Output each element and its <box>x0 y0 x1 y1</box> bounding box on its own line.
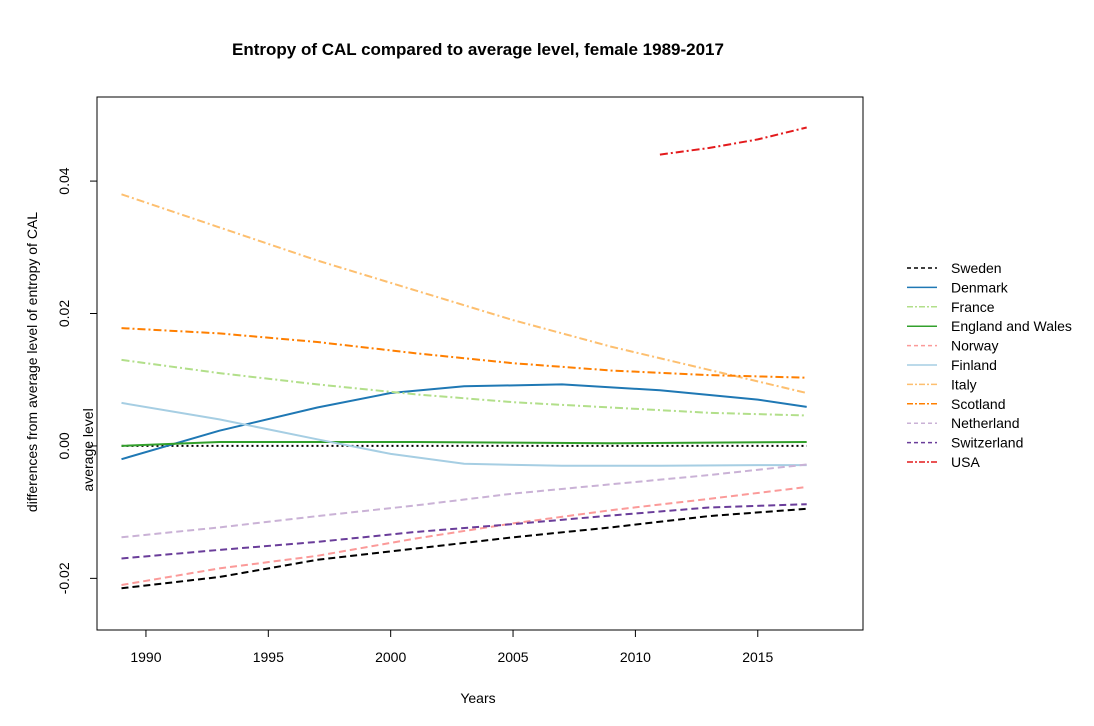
chart-title: Entropy of CAL compared to average level… <box>232 40 724 59</box>
legend-item: Norway <box>907 338 998 354</box>
y-axis-label: differences from average level of entrop… <box>24 212 40 512</box>
legend-item: England and Wales <box>907 318 1072 334</box>
x-axis: 1990 1995 2000 2005 2010 2015 <box>130 629 774 665</box>
series-lines <box>121 126 807 590</box>
legend-item: Scotland <box>907 396 1005 412</box>
legend-label: USA <box>951 454 980 470</box>
legend-item: France <box>907 299 995 315</box>
legend-item: Switzerland <box>907 435 1023 451</box>
legend-item: Italy <box>907 376 977 392</box>
y-tick-label: 0.04 <box>56 167 72 194</box>
y-tick-label: -0.02 <box>56 562 72 594</box>
series-line-norway <box>121 486 807 586</box>
series-line-england-and-wales <box>121 441 807 447</box>
legend-label: Denmark <box>951 279 1009 295</box>
x-tick-label: 2010 <box>620 649 651 665</box>
y-tick-label: 0.00 <box>56 432 72 459</box>
legend-label: Norway <box>951 338 998 354</box>
series-line-sweden <box>121 507 807 590</box>
series-line-scotland <box>121 327 807 379</box>
legend-item: Finland <box>907 357 997 373</box>
legend-label: Sweden <box>951 260 1002 276</box>
series-line-switzerland <box>121 503 807 560</box>
legend-item: Netherland <box>907 415 1020 431</box>
legend-label: Switzerland <box>951 435 1023 451</box>
legend-item: USA <box>907 454 980 470</box>
x-tick-label: 2015 <box>742 649 773 665</box>
legend-label: Netherland <box>951 415 1020 431</box>
series-line-denmark <box>121 383 807 461</box>
legend-label: Scotland <box>951 396 1005 412</box>
average-level-label: average level <box>80 408 96 491</box>
legend-label: France <box>951 299 995 315</box>
legend-label: Finland <box>951 357 997 373</box>
series-line-italy <box>121 193 807 394</box>
series-line-usa <box>659 126 807 156</box>
plot-area: average level <box>80 96 864 631</box>
legend-item: Denmark <box>907 279 1009 295</box>
legend-item: Sweden <box>907 260 1002 276</box>
x-tick-label: 2005 <box>497 649 528 665</box>
y-tick-label: 0.02 <box>56 300 72 327</box>
legend: Sweden Denmark France England and Wales Norw… <box>907 260 1072 470</box>
x-axis-label: Years <box>460 690 495 706</box>
y-axis: -0.02 0.00 0.02 0.04 <box>56 167 98 594</box>
x-tick-label: 1995 <box>253 649 284 665</box>
series-line-france <box>121 358 807 417</box>
series-line-netherland <box>121 463 807 539</box>
x-tick-label: 2000 <box>375 649 406 665</box>
legend-label: England and Wales <box>951 318 1072 334</box>
series-line-finland <box>121 401 807 467</box>
x-tick-label: 1990 <box>130 649 161 665</box>
reference-line-group: average level <box>80 408 807 492</box>
legend-label: Italy <box>951 376 977 392</box>
